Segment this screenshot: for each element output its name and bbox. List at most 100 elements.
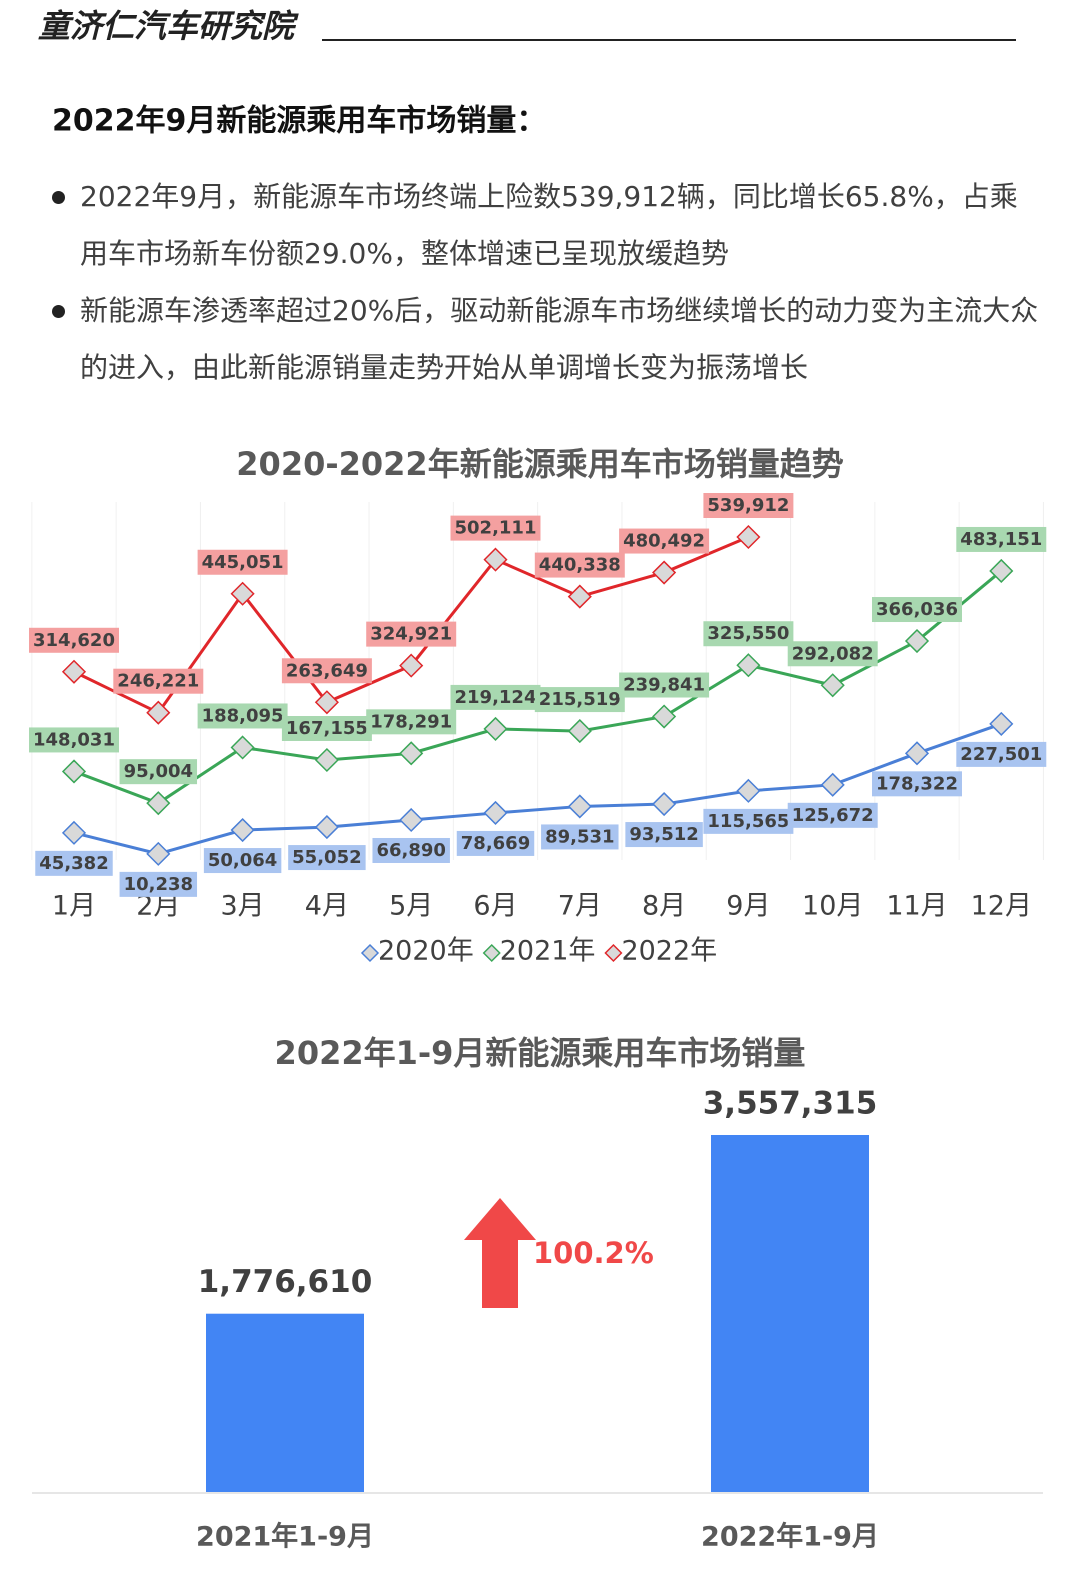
- label-bg: [625, 822, 703, 848]
- data-label: 325,550: [707, 623, 789, 644]
- label-bg: [703, 493, 794, 518]
- label-bg: [787, 802, 878, 828]
- data-label: 539,912: [707, 495, 789, 516]
- label-bg: [197, 703, 288, 729]
- x-tick-label: 2022年1-9月: [701, 1521, 879, 1553]
- label-bg: [35, 850, 113, 876]
- data-label: 239,841: [623, 675, 705, 696]
- label-bg: [281, 658, 372, 684]
- data-label: 480,492: [623, 531, 705, 552]
- point: [314, 815, 339, 840]
- point: [736, 778, 761, 803]
- label-bg: [956, 741, 1047, 767]
- point: [399, 741, 424, 766]
- label-bg: [872, 597, 962, 623]
- brand: 童济仁汽车研究院: [38, 7, 299, 45]
- label-bg: [956, 526, 1047, 552]
- x-tick-label: 12月: [971, 891, 1032, 922]
- label-bg: [372, 837, 450, 863]
- label-bg: [29, 627, 119, 653]
- chart-title: 2020-2022年新能源乘用车市场销量趋势: [236, 445, 843, 483]
- x-tick-label: 6月: [473, 891, 517, 922]
- x-tick-label: 2021年1-9月: [196, 1521, 374, 1553]
- point: [483, 547, 508, 572]
- point: [230, 581, 255, 606]
- data-label: 66,890: [376, 840, 445, 861]
- label-bg: [366, 621, 457, 647]
- point: [146, 841, 171, 866]
- label-bg: [281, 716, 372, 742]
- data-label: 263,649: [286, 660, 368, 681]
- point: [989, 558, 1014, 584]
- data-label: 483,151: [960, 529, 1042, 550]
- x-tick-label: 7月: [558, 891, 602, 922]
- point: [652, 704, 677, 729]
- data-label: 292,082: [792, 643, 874, 664]
- data-label: 178,322: [876, 773, 958, 794]
- x-tick-label: 1月: [52, 891, 96, 922]
- label-bg: [703, 808, 794, 834]
- point: [399, 653, 424, 678]
- label-bg: [366, 709, 457, 735]
- point: [567, 794, 592, 819]
- label-bg: [119, 759, 198, 785]
- point: [314, 747, 339, 773]
- point: [146, 700, 171, 725]
- data-label: 78,669: [461, 833, 530, 854]
- point: [61, 659, 87, 684]
- label-bg: [541, 824, 619, 850]
- point: [736, 524, 761, 550]
- point: [652, 560, 677, 585]
- data-label: 93,512: [629, 824, 698, 845]
- legend-label: 2020年: [378, 936, 474, 967]
- label-bg: [203, 848, 282, 874]
- growth-arrow: [464, 1198, 536, 1308]
- point: [230, 817, 255, 843]
- label-bg: [619, 528, 710, 554]
- point: [483, 716, 508, 741]
- data-label: 445,051: [202, 552, 284, 573]
- label-bg: [450, 515, 541, 541]
- point: [989, 711, 1014, 736]
- label-bg: [872, 771, 962, 797]
- data-label: 167,155: [286, 718, 368, 739]
- label-bg: [534, 552, 625, 578]
- legend-marker: [604, 943, 623, 963]
- label-bg: [787, 641, 878, 667]
- label-bg: [619, 672, 710, 698]
- point: [904, 741, 930, 766]
- label-bg: [197, 549, 288, 575]
- data-label: 219,124: [455, 687, 537, 708]
- label-bg: [113, 668, 204, 694]
- data-label: 148,031: [33, 729, 115, 750]
- point: [567, 584, 592, 609]
- data-label: 10,238: [124, 874, 193, 895]
- legend-marker: [360, 943, 380, 963]
- series-line: [73, 569, 1003, 805]
- data-label: 125,672: [792, 805, 874, 826]
- data-label: 227,501: [960, 744, 1042, 765]
- label-bg: [456, 830, 535, 856]
- series-line: [73, 722, 1002, 856]
- data-label: 440,338: [539, 555, 621, 576]
- data-label: 215,519: [539, 689, 621, 710]
- annotation: 100.2%: [533, 1236, 654, 1270]
- point: [736, 653, 761, 678]
- legend-label: 2021年: [500, 936, 596, 967]
- point: [820, 673, 845, 698]
- data-label: 95,004: [124, 761, 193, 782]
- x-tick-label: 11月: [886, 891, 947, 922]
- x-tick-label: 10月: [802, 891, 863, 922]
- point: [820, 772, 845, 797]
- legend-marker: [482, 943, 501, 963]
- section-title: 2022年9月新能源乘用车市场销量：: [52, 104, 546, 139]
- point: [146, 791, 171, 816]
- label-bg: [703, 621, 794, 647]
- point: [483, 800, 508, 825]
- point: [567, 719, 592, 744]
- data-label: 502,111: [455, 518, 537, 539]
- data-label: 45,382: [39, 853, 108, 874]
- data-label: 3,557,315: [703, 1086, 878, 1122]
